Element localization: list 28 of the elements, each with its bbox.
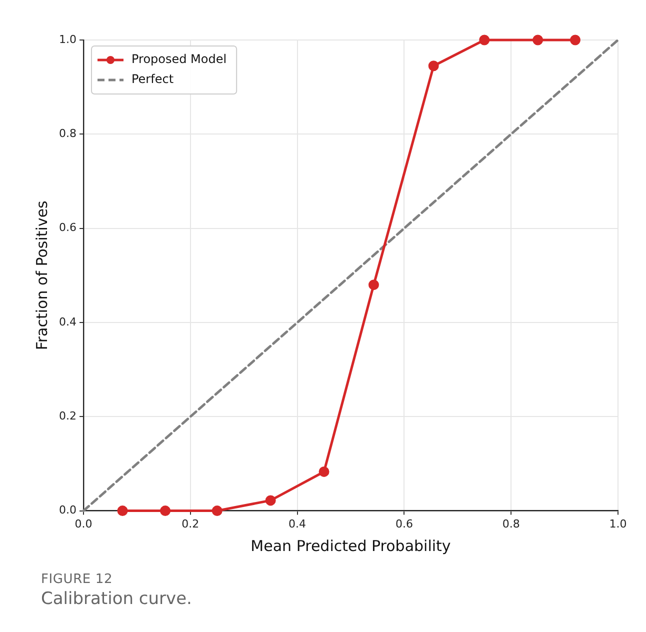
- y-tick-label: 0.6: [58, 221, 76, 234]
- y-tick-label: 0.4: [58, 315, 76, 328]
- point: [368, 280, 379, 290]
- y-tick-label: 0.0: [58, 504, 76, 517]
- point: [532, 34, 544, 46]
- x-tick-label: 0.6: [395, 517, 413, 530]
- x-tick-label: 0.0: [74, 517, 92, 530]
- point: [265, 495, 276, 506]
- x-tick-label: 0.8: [502, 517, 520, 530]
- x-tick-label: 0.4: [288, 517, 306, 530]
- text: Calibration curve.: [41, 589, 192, 609]
- point: [318, 466, 330, 477]
- y-tick-label: 1.0: [58, 32, 76, 46]
- point: [160, 506, 171, 516]
- point: [479, 34, 490, 46]
- point: [428, 60, 439, 72]
- legend-label: Proposed Model: [131, 52, 227, 66]
- point: [117, 506, 128, 516]
- y-axis-title: Fraction of Positives: [32, 200, 51, 350]
- point: [212, 506, 222, 516]
- x-tick-label: 1.0: [609, 517, 627, 530]
- caption: FIGURE 12: [41, 572, 114, 587]
- y-tick-label: 0.8: [58, 127, 76, 140]
- x-axis-title: Mean Predicted Probability: [250, 536, 451, 555]
- y-tick-label: 0.2: [58, 410, 76, 422]
- point: [570, 34, 580, 46]
- x-tick-label: 0.2: [182, 517, 200, 530]
- legend-label: Perfect: [131, 72, 174, 86]
